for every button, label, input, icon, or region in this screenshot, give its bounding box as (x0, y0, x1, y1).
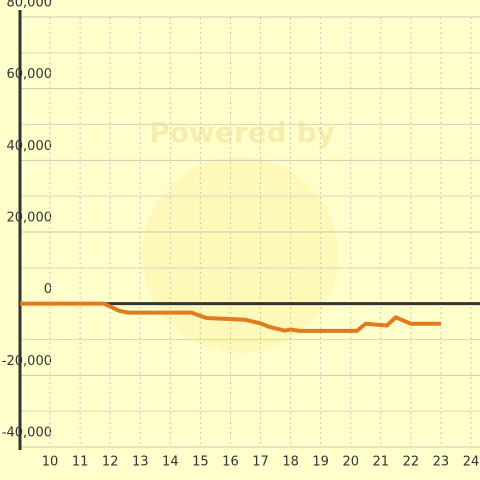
y-tick-label: 0 (44, 282, 52, 297)
x-tick-label: 16 (222, 455, 239, 470)
x-tick-label: 13 (132, 455, 149, 470)
x-tick-label: 11 (72, 455, 89, 470)
x-tick-label: 12 (102, 455, 119, 470)
y-tick-label: -40,000 (2, 426, 52, 441)
x-tick-label: 15 (192, 455, 209, 470)
x-tick-label: 19 (312, 455, 329, 470)
y-tick-label: 20,000 (7, 211, 53, 226)
y-tick-label: 80,000 (7, 0, 53, 11)
x-tick-label: 22 (403, 455, 420, 470)
x-tick-label: 20 (342, 455, 359, 470)
watermark-logo (142, 157, 338, 353)
x-tick-label: 23 (433, 455, 450, 470)
x-tick-label: 18 (282, 455, 299, 470)
y-tick-label: 60,000 (7, 67, 53, 82)
watermark: Powered by (149, 116, 335, 149)
x-tick-label: 14 (162, 455, 179, 470)
x-tick-label: 24 (463, 455, 480, 470)
x-tick-label: 10 (42, 455, 59, 470)
line-series (20, 301, 441, 333)
x-tick-label: 17 (252, 455, 269, 470)
y-tick-label: 40,000 (7, 139, 53, 154)
y-tick-label: -20,000 (2, 354, 52, 369)
x-tick-label: 21 (373, 455, 390, 470)
